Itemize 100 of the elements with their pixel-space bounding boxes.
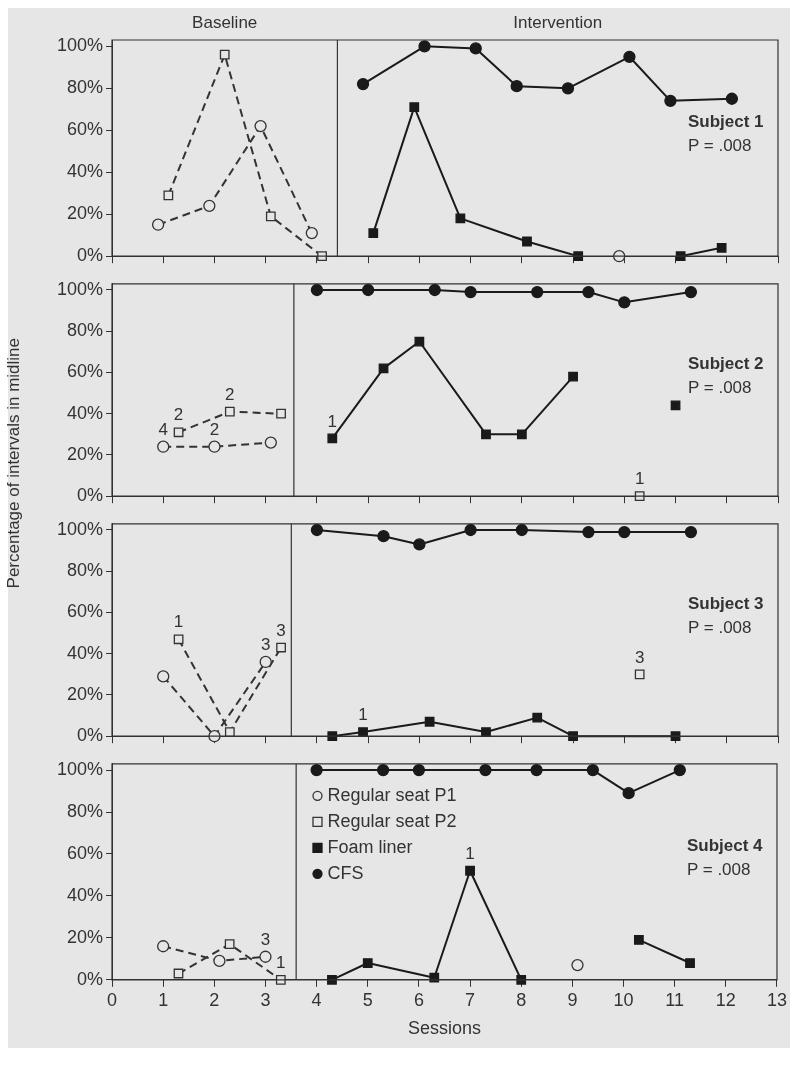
y-tick-label: 20% [66,926,103,947]
point [317,251,327,262]
point [634,491,645,502]
annotation: 2 [225,384,235,404]
point [259,655,272,669]
point [362,958,373,968]
y-tick-label: 80% [66,77,103,98]
point [163,190,174,201]
annotation: 3 [276,620,286,640]
point [310,523,324,537]
point [259,950,272,963]
point [157,440,170,453]
point [613,250,626,263]
x-tick-label: 12 [715,989,736,1010]
x-tick-label: 0 [106,989,118,1010]
y-tick-label: 20% [66,443,103,464]
point [531,285,544,299]
point [264,436,277,449]
point [428,283,441,297]
point [684,285,698,299]
point [327,433,338,444]
point [618,525,631,539]
point [684,525,698,539]
text: P = .008 [688,618,752,638]
point [327,974,337,985]
y-tick-label: 60% [66,119,103,140]
point [586,763,599,777]
x-tick-label: 7 [465,989,476,1010]
point [358,727,368,737]
annotation: 3 [260,929,271,949]
x-tick-label: 3 [260,989,271,1010]
point [173,427,184,438]
annotation: 3 [260,635,271,655]
point [213,954,226,968]
text: P = .008 [686,859,751,879]
point [673,763,686,777]
point [414,336,425,347]
text: Subject 1 [688,111,764,131]
x-tick-label: 6 [413,989,424,1010]
point [224,727,235,737]
x-tick-label: 9 [567,989,578,1010]
point [464,285,477,299]
x-tick-label: 13 [766,989,787,1010]
y-tick-label: 0% [76,968,103,989]
point [530,763,543,777]
y-tick-label: 40% [66,884,103,905]
y-tick-label: 40% [66,642,103,663]
legend-label: Regular seat P2 [327,810,457,831]
text: P = .008 [688,378,752,398]
point [418,40,431,53]
point [573,251,584,262]
y-tick-label: 100% [56,278,103,299]
point [224,939,235,950]
point [173,634,184,645]
y-tick-label: 80% [66,320,103,341]
point [275,974,286,985]
annotation: 1 [276,952,286,972]
point [276,642,286,653]
x-tick-label: 8 [516,989,527,1010]
y-tick-label: 100% [56,759,103,780]
point [157,940,170,953]
y-tick-label: 40% [66,161,103,182]
point [464,523,477,537]
annotation: 1 [465,843,475,863]
y-tick-label: 0% [76,485,103,506]
point [479,763,492,777]
point [664,94,677,108]
legend-label: CFS [327,862,364,883]
point [568,731,578,742]
point [310,283,324,297]
point [582,525,595,539]
y-tick-label: 40% [66,402,103,423]
annotation: 2 [209,419,220,439]
point [633,935,644,945]
annotation: 2 [173,405,184,425]
point [582,285,595,299]
point [327,731,338,742]
point [305,226,318,240]
point [571,958,584,972]
point [254,119,267,133]
y-tick-label: 60% [66,842,103,863]
point [377,530,390,543]
point [409,102,420,113]
point [208,440,221,453]
x-tick-label: 4 [311,989,322,1010]
annotation: 3 [634,647,645,667]
point [424,716,435,727]
point [455,213,466,224]
point [685,958,695,968]
y-axis-title: Percentage of intervals in midline [4,338,24,589]
point [310,763,323,777]
x-tick-label: 10 [613,989,634,1010]
point [362,283,375,297]
text: Subject 4 [686,835,764,855]
y-tick-label: 20% [66,203,103,224]
annotation: 1 [173,612,184,632]
point [481,727,491,737]
annotation: 1 [327,411,338,431]
point [412,763,426,777]
point [568,371,578,382]
